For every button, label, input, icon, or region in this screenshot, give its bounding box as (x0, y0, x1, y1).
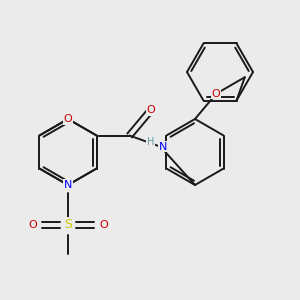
Text: N: N (64, 180, 72, 190)
Text: O: O (64, 114, 72, 124)
Text: O: O (28, 220, 37, 230)
Text: O: O (212, 89, 220, 99)
Text: H: H (147, 137, 154, 147)
Text: O: O (99, 220, 108, 230)
Text: N: N (158, 142, 167, 152)
Text: O: O (146, 105, 155, 115)
Text: S: S (64, 218, 72, 231)
